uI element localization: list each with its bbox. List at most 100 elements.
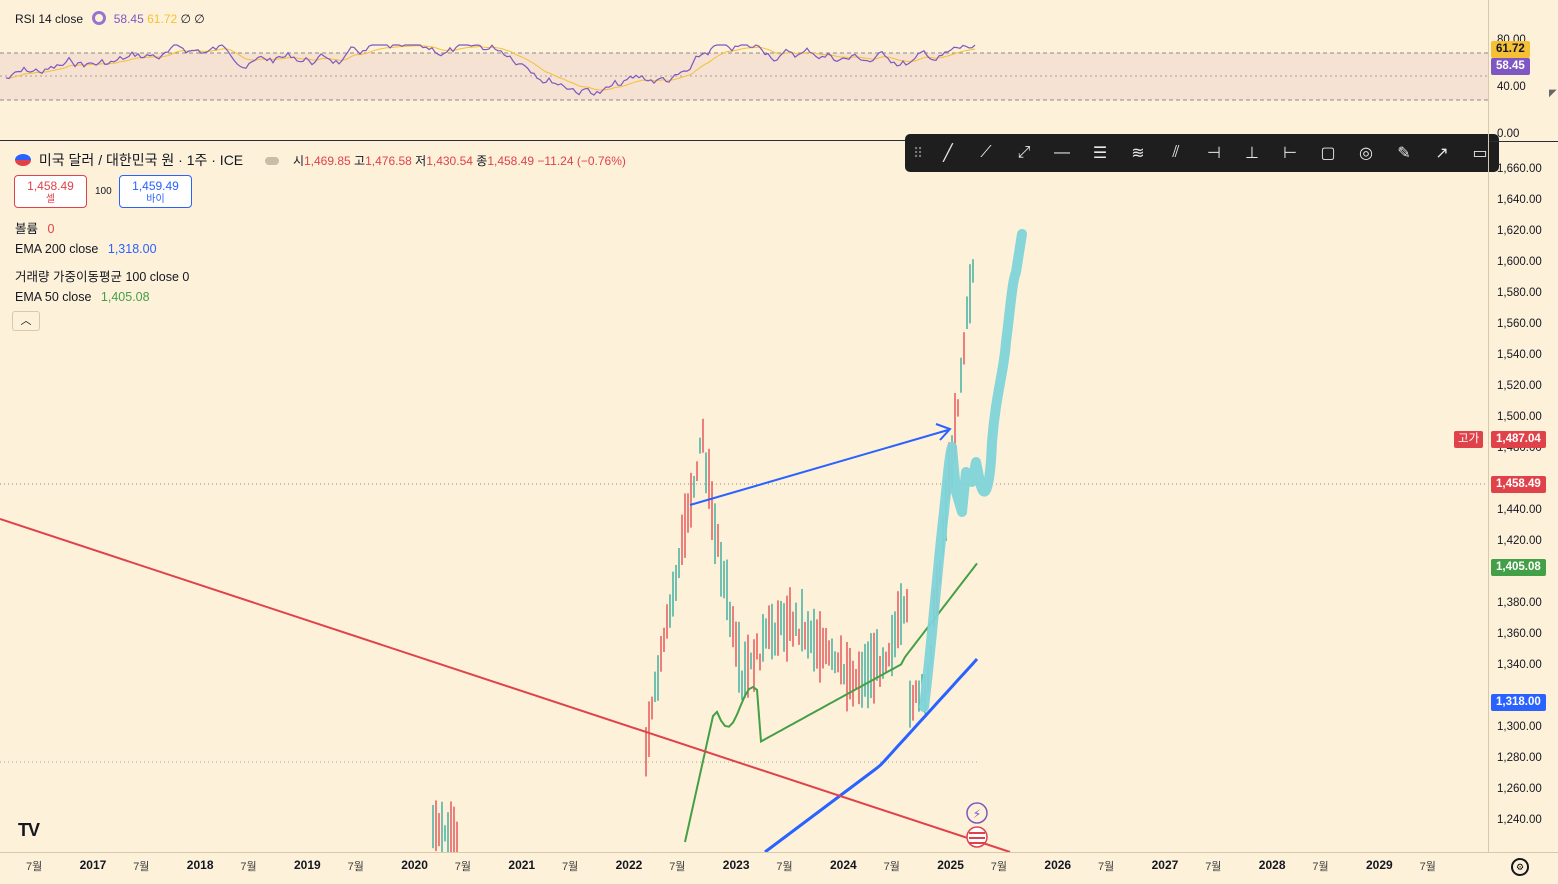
price-tick-label: 1,640.00 xyxy=(1497,194,1542,206)
open-value: 1,469.85 xyxy=(303,154,351,168)
regression-icon[interactable]: ≋ xyxy=(1131,145,1145,162)
symbol-title[interactable]: 미국 달러 / 대한민국 원 · 1주 · ICE xyxy=(38,152,244,168)
high-label-tag: 고가 xyxy=(1454,431,1484,448)
vertical-measure-icon[interactable]: ⊥ xyxy=(1245,145,1259,162)
ema200-legend[interactable]: EMA 200 close 1,318.00 xyxy=(15,242,157,256)
blue-arrow-line xyxy=(689,429,949,506)
time-label: 7월 xyxy=(454,861,472,873)
extended-line-icon[interactable]: ⤢ xyxy=(1017,144,1031,161)
arrow-icon[interactable]: ↗ xyxy=(1435,145,1449,162)
rectangle-icon[interactable]: ▢ xyxy=(1320,145,1336,162)
sell-label: 셀 xyxy=(45,194,56,205)
time-label: 7월 xyxy=(26,861,43,873)
close-value: 1,458.49 xyxy=(487,154,535,168)
time-label: 7월 xyxy=(1419,861,1436,873)
high-price-tag: 1,487.04 xyxy=(1491,431,1546,448)
buy-label: 바이 xyxy=(146,194,165,205)
price-tick-label: 1,300.00 xyxy=(1497,721,1542,733)
price-tick-label: 1,620.00 xyxy=(1497,225,1542,237)
time-label: 2027 xyxy=(1151,858,1179,872)
tradingview-logo[interactable]: TV xyxy=(18,820,40,840)
horizontal-measure-icon[interactable]: ⊢ xyxy=(1283,145,1297,162)
axis-separator xyxy=(1489,141,1558,142)
rsi-legend[interactable]: RSI 14 close 58.45 61.72 ∅ ∅ xyxy=(15,11,205,26)
time-label: 7월 xyxy=(669,861,686,873)
ema50-price-tag: 1,405.08 xyxy=(1491,559,1546,576)
time-label: 2026 xyxy=(1044,858,1072,872)
lightning-glyph: ⚡ xyxy=(973,807,981,821)
collapse-legend-button[interactable]: ︿ xyxy=(12,311,40,331)
price-pane[interactable]: ⚡ xyxy=(0,142,1488,852)
chart-settings-icon[interactable]: ◤ xyxy=(1549,88,1557,99)
brush-tree-icon[interactable]: ⊣ xyxy=(1207,145,1221,162)
rsi-value: 58.45 xyxy=(113,12,144,26)
ema200-label: EMA 200 close xyxy=(15,242,99,256)
drag-handle-icon[interactable]: ⠿ xyxy=(913,144,924,161)
sell-price: 1,458.49 xyxy=(27,179,74,193)
volume-legend[interactable]: 볼륨 0 xyxy=(15,218,54,237)
brush-icon[interactable]: ✎ xyxy=(1397,145,1411,162)
time-label: 7월 xyxy=(883,861,900,873)
red-trendline xyxy=(0,518,1011,852)
ema50-legend[interactable]: EMA 50 close 1,405.08 xyxy=(15,290,150,304)
time-label: 2025 xyxy=(937,858,964,872)
rsi-pane[interactable]: RSI 14 close 58.45 61.72 ∅ ∅ xyxy=(0,0,1488,141)
ray-icon[interactable]: ⟋ xyxy=(980,144,992,161)
buy-price: 1,459.49 xyxy=(132,179,179,193)
price-tick-label: 1,360.00 xyxy=(1497,628,1542,640)
time-label: 7월 xyxy=(347,861,364,873)
low-value: 1,430.54 xyxy=(426,154,473,168)
drawing-toolbar[interactable]: ⠿ ╱ ⟋ ⤢ — ☰ ≋ ⫽ ⊣ ⊥ ⊢ ▢ ◎ ✎ ↗ ▭ xyxy=(905,134,1499,172)
circle-icon[interactable]: ◎ xyxy=(1359,145,1373,162)
buy-button[interactable]: 1,459.49 바이 xyxy=(119,175,192,208)
time-label: 2020 xyxy=(401,858,428,872)
vwma-legend[interactable]: 거래량 가중이동평균 100 close 0 xyxy=(15,266,189,285)
trend-line-icon[interactable]: ╱ xyxy=(943,145,953,162)
price-tick-label: 1,280.00 xyxy=(1497,752,1542,764)
vwma-label: 거래량 가중이동평균 100 close 0 xyxy=(15,270,190,284)
time-axis[interactable]: 7월 2017 7월 2018 7월 2019 7월 2020 7월 2021 7월 2022 7월 20… xyxy=(0,852,1558,884)
price-tick-label: 1,660.00 xyxy=(1497,163,1542,175)
time-label: 2029 xyxy=(1366,858,1393,872)
parallel-channel-icon[interactable]: ☰ xyxy=(1092,145,1108,162)
spread-value: 100 xyxy=(95,186,112,197)
high-label: 고 xyxy=(354,154,366,168)
low-label: 저 xyxy=(415,154,427,168)
rsi-plot xyxy=(0,44,1488,101)
time-label: 2022 xyxy=(615,858,643,872)
time-label: 7월 xyxy=(133,861,150,873)
time-label: 2028 xyxy=(1258,858,1286,872)
blue-arrowhead xyxy=(935,423,952,441)
price-axis[interactable]: 80.00 40.00 0.00 61.72 58.45 1,660.00 1,6… xyxy=(1488,0,1558,852)
high-value: 1,476.58 xyxy=(365,154,412,168)
symbol-legend[interactable]: 미국 달러 / 대한민국 원 · 1주 · ICE 시1,469.85 고1,4… xyxy=(15,150,626,170)
horizontal-line-icon[interactable]: — xyxy=(1054,144,1070,161)
rsi-label: RSI 14 close xyxy=(15,12,84,26)
price-plot[interactable]: ⚡ xyxy=(0,142,1488,852)
ohlc-values: 시1,469.85 고1,476.58 저1,430.54 종1,458.49 … xyxy=(293,154,626,168)
time-label: 2023 xyxy=(722,858,750,872)
price-tick-label: 1,520.00 xyxy=(1497,380,1542,392)
price-tick-label: 1,540.00 xyxy=(1497,349,1542,361)
comment-icon[interactable]: ▭ xyxy=(1472,145,1488,162)
price-tick-label: 1,340.00 xyxy=(1497,659,1542,671)
rsi-line xyxy=(5,44,976,96)
change-value: −11.24 (−0.76%) xyxy=(537,154,626,168)
time-label: 7월 xyxy=(240,861,257,873)
event-lightning-icon xyxy=(966,802,988,824)
time-label: 7월 xyxy=(1205,861,1222,873)
time-label: 7월 xyxy=(776,861,793,873)
pitchfork-icon[interactable]: ⫽ xyxy=(1172,144,1180,161)
sell-button[interactable]: 1,458.49 셀 xyxy=(14,175,87,208)
time-label: 2019 xyxy=(294,858,321,872)
rsi-settings-icon[interactable] xyxy=(92,11,107,25)
price-tick-label: 1,260.00 xyxy=(1497,783,1542,795)
price-tick-label: 1,500.00 xyxy=(1497,411,1542,423)
price-tick-label: 1,560.00 xyxy=(1497,318,1542,330)
rsi-band xyxy=(0,53,1488,100)
rsi-ma-value: 61.72 xyxy=(147,12,178,26)
axis-settings-icon[interactable]: ⚙ xyxy=(1511,858,1529,876)
rsi-tick-0: 0.00 xyxy=(1497,128,1520,140)
time-label: 2021 xyxy=(508,858,536,872)
rsi-ma-tag: 61.72 xyxy=(1491,41,1530,58)
